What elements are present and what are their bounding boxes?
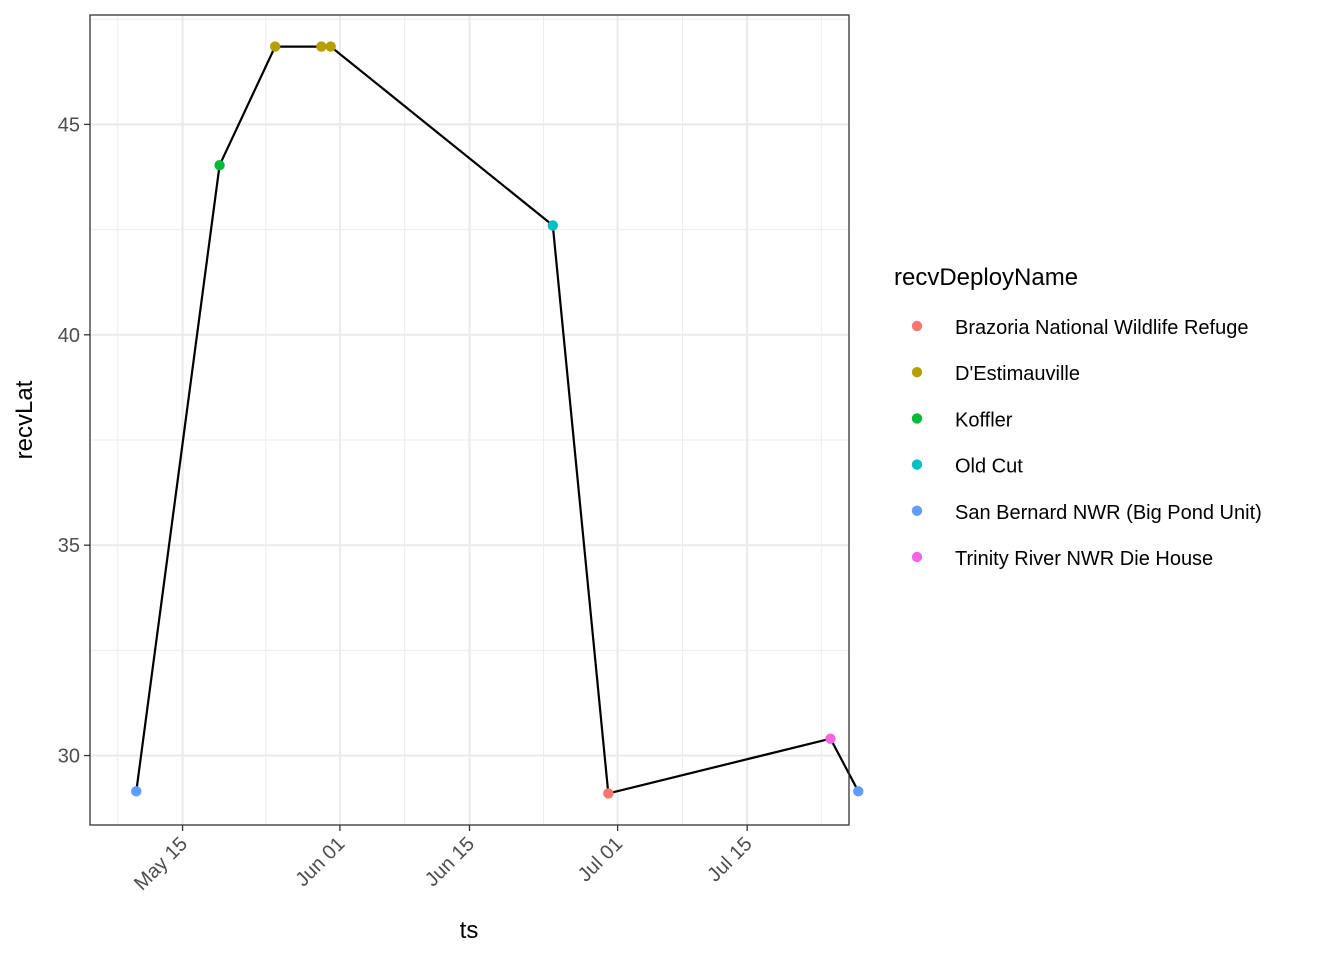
data-point-3 bbox=[316, 41, 327, 52]
data-point-2 bbox=[269, 41, 281, 52]
x-axis-title: ts bbox=[460, 917, 479, 944]
legend-label-5: Trinity River NWR Die House bbox=[955, 548, 1213, 570]
legend-label-4: San Bernard NWR (Big Pond Unit) bbox=[955, 502, 1262, 524]
legend-key-3 bbox=[911, 459, 923, 470]
x-tick-label-4: Jul 15 bbox=[703, 833, 756, 886]
major-grid bbox=[90, 15, 849, 825]
data-point-7 bbox=[825, 733, 836, 744]
data-point-0 bbox=[131, 786, 142, 797]
x-tick-label-3: Jul 01 bbox=[574, 833, 627, 886]
data-point-1 bbox=[214, 160, 225, 171]
legend-title: recvDeployName bbox=[894, 264, 1078, 291]
legend-label-3: Old Cut bbox=[955, 456, 1023, 478]
y-tick-label-1: 35 bbox=[58, 535, 80, 557]
legend: recvDeployName Brazoria National Wildlif… bbox=[894, 264, 1262, 570]
y-tick-label-2: 40 bbox=[58, 325, 80, 347]
legend-label-2: Koffler bbox=[955, 409, 1013, 431]
data-point-8 bbox=[853, 786, 864, 797]
data-point-4 bbox=[325, 41, 336, 52]
x-tick-label-0: May 15 bbox=[130, 833, 192, 895]
x-axis: May 15 Jun 01 Jun 15 Jul 01 Jul 15 bbox=[130, 825, 757, 895]
legend-key-2 bbox=[911, 413, 923, 424]
y-axis-title: recvLat bbox=[11, 380, 38, 459]
data-point-5 bbox=[547, 220, 559, 231]
legend-key-0 bbox=[911, 320, 923, 332]
x-tick-label-1: Jun 01 bbox=[291, 833, 349, 891]
series-points bbox=[131, 41, 864, 799]
legend-label-0: Brazoria National Wildlife Refuge bbox=[955, 317, 1248, 339]
legend-key-4 bbox=[911, 505, 923, 516]
data-point-6 bbox=[603, 788, 614, 799]
legend-label-1: D'Estimauville bbox=[955, 363, 1080, 385]
legend-key-1 bbox=[911, 367, 923, 378]
legend-key-5 bbox=[911, 551, 923, 563]
y-tick-label-3: 45 bbox=[58, 114, 80, 136]
x-tick-label-2: Jun 15 bbox=[421, 833, 479, 891]
y-axis: 30 35 40 45 bbox=[58, 114, 90, 768]
y-tick-label-0: 30 bbox=[58, 746, 80, 768]
